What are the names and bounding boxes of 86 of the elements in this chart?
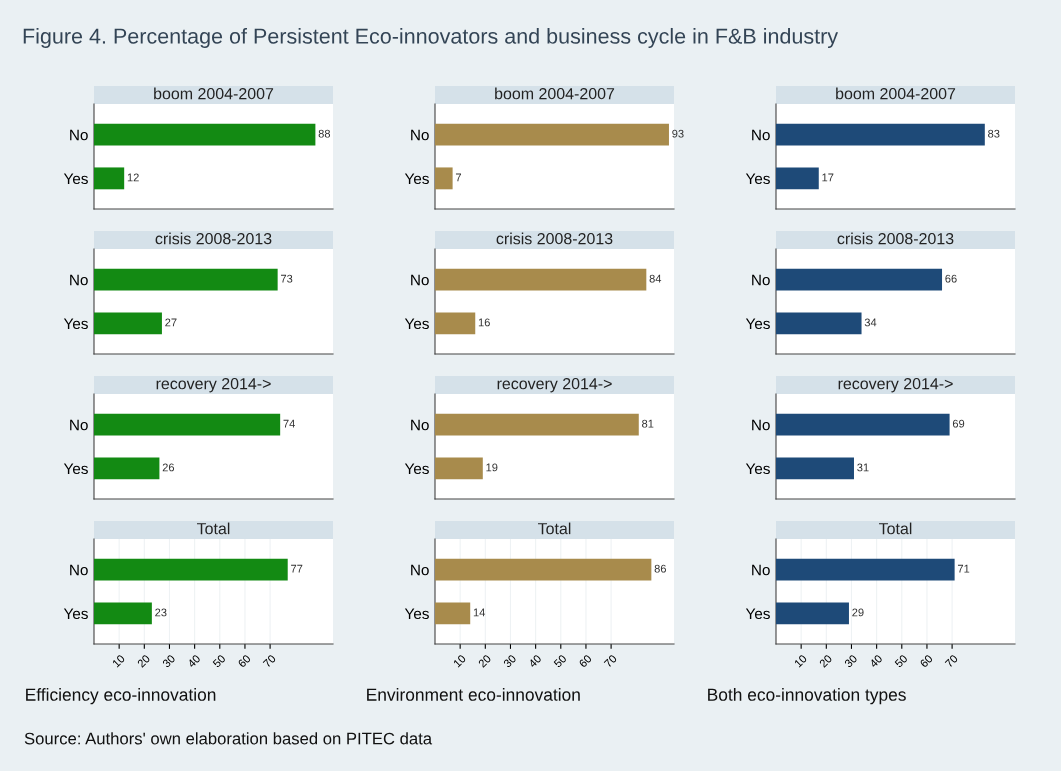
data-label: 69: [952, 419, 965, 428]
x-tick-label: 20: [477, 654, 492, 668]
y-tick-label: Yes: [63, 608, 88, 620]
y-tick-label: No: [752, 419, 770, 431]
y-tick-label: No: [70, 274, 88, 286]
data-label: 12: [127, 173, 139, 182]
data-label: 77: [291, 564, 303, 573]
x-tick-label: 50: [894, 654, 908, 668]
x-tick-label: 50: [553, 654, 567, 668]
data-label: 29: [852, 608, 864, 617]
y-tick-label: No: [752, 129, 770, 141]
chart-title: Total: [878, 522, 912, 535]
x-axis-title: Environment eco-innovation: [367, 688, 580, 701]
data-label: 31: [857, 463, 869, 472]
y-tick-label: Yes: [63, 318, 88, 330]
y-tick-label: Yes: [745, 463, 770, 475]
data-label: 88: [318, 129, 331, 138]
x-tick-label: 30: [843, 654, 858, 668]
y-tick-label: Yes: [404, 608, 429, 620]
x-tick-label: 10: [452, 654, 467, 668]
y-tick-label: No: [70, 564, 88, 576]
y-tick-label: No: [70, 129, 88, 141]
chart-title: Total: [196, 522, 230, 535]
x-tick-label: 50: [212, 654, 226, 668]
data-label: 73: [281, 274, 293, 283]
data-label: 83: [988, 129, 1000, 138]
data-label: 7: [455, 173, 462, 182]
data-label: 19: [486, 463, 498, 472]
x-tick-label: 30: [161, 654, 176, 668]
x-tick-label: 60: [919, 654, 934, 668]
x-tick-label: 70: [603, 654, 618, 668]
data-label: 81: [642, 419, 654, 428]
x-tick-label: 10: [111, 654, 126, 668]
y-tick-label: Yes: [63, 463, 88, 475]
data-label: 26: [162, 463, 175, 472]
x-tick-label: 40: [868, 654, 883, 669]
data-label: 74: [283, 419, 295, 428]
x-tick-label: 70: [262, 654, 277, 668]
x-tick-label: 60: [237, 654, 252, 668]
chart-title: boom 2004-2007: [154, 87, 274, 100]
data-label: 23: [155, 608, 167, 617]
y-tick-label: Yes: [404, 318, 429, 330]
y-tick-label: Yes: [745, 608, 770, 620]
data-label: 71: [957, 564, 970, 573]
chart-title: boom 2004-2007: [495, 87, 615, 100]
x-tick-label: 60: [578, 654, 593, 668]
x-tick-label: 20: [136, 654, 151, 668]
y-tick-label: Yes: [404, 173, 429, 185]
data-label: 17: [822, 173, 834, 182]
x-tick-label: 70: [944, 654, 959, 668]
source-note: Source: Authors' own elaboration based on PITEC data: [24, 732, 433, 745]
y-tick-label: Yes: [404, 463, 429, 475]
chart-title: recovery 2014->: [156, 377, 271, 393]
y-tick-label: No: [411, 419, 429, 431]
y-tick-label: No: [70, 419, 88, 431]
x-tick-label: 30: [502, 654, 517, 668]
data-label: 86: [654, 564, 667, 573]
data-label: 16: [478, 318, 490, 327]
x-tick-label: 40: [186, 654, 201, 669]
chart-title: recovery 2014->: [497, 377, 612, 393]
caption: Figure 4. Percentage of Persistent Eco-innovators and business cycle in F&B industry: [23, 27, 839, 49]
data-label: 14: [473, 608, 486, 617]
y-tick-label: No: [752, 274, 770, 286]
x-tick-label: 40: [527, 654, 542, 669]
data-label: 27: [165, 318, 177, 327]
x-axis-title: Efficiency eco-innovation: [26, 688, 216, 705]
data-label: 93: [672, 129, 684, 138]
chart-title: recovery 2014->: [838, 377, 953, 393]
chart-title: crisis 2008-2013: [155, 232, 272, 245]
y-tick-label: Yes: [745, 318, 770, 330]
data-label: 34: [864, 318, 877, 327]
data-label: 66: [945, 274, 957, 283]
y-tick-label: No: [411, 564, 429, 576]
y-tick-label: No: [411, 129, 429, 141]
chart-title: Total: [537, 522, 571, 535]
x-tick-label: 10: [793, 654, 808, 668]
x-tick-label: 20: [818, 654, 833, 668]
data-label: 84: [649, 274, 662, 283]
y-tick-label: No: [752, 564, 770, 576]
y-tick-label: Yes: [63, 173, 88, 185]
y-tick-label: No: [411, 274, 429, 286]
chart-title: boom 2004-2007: [836, 87, 956, 100]
chart-title: crisis 2008-2013: [837, 232, 954, 245]
x-axis-title: Both eco-innovation types: [708, 688, 906, 705]
y-tick-label: Yes: [745, 173, 770, 185]
chart-title: crisis 2008-2013: [496, 232, 613, 245]
